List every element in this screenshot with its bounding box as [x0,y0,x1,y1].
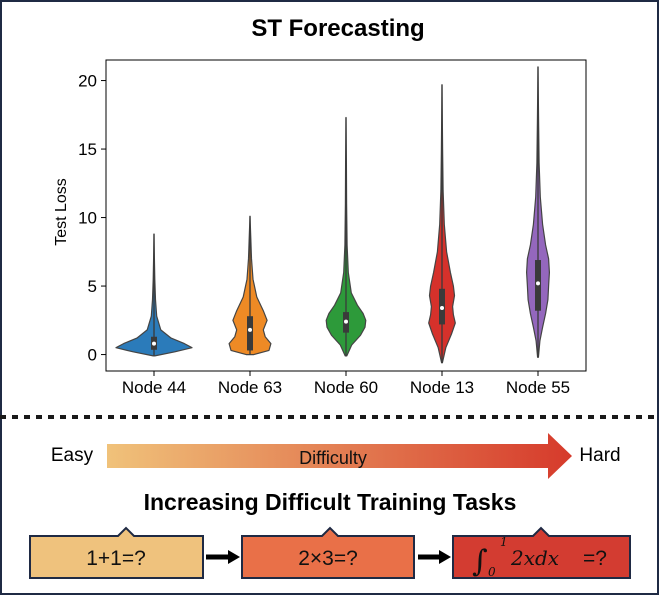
x-tick-label: Node 55 [506,378,570,397]
violin-median [248,327,252,332]
violins [115,66,550,364]
integral-upper-limit: 1 [500,535,508,549]
figure-title: ST Forecasting [251,15,424,42]
y-tick-label: 5 [88,277,97,296]
y-axis: 0 5 10 15 20 [78,72,106,365]
y-tick-label: 15 [78,140,97,159]
hard-label: Hard [579,445,620,466]
y-tick-label: 10 [78,209,97,228]
task-1-shape [29,526,204,579]
task-3-box: ∫ 0 1 2xdx =? [452,526,631,579]
x-tick-label: Node 60 [314,378,378,397]
y-tick-label: 0 [88,346,97,365]
task-arrow-2 [418,550,451,564]
y-axis-label: Test Loss [53,178,70,246]
task-1-label: 1+1=? [86,547,146,570]
task-arrow-1 [206,550,240,564]
integrand: 2xdx [510,546,559,570]
difficulty-label: Difficulty [299,448,367,468]
difficulty-arrow-shape [107,433,572,479]
x-tick-label: Node 63 [218,378,282,397]
task-2-shape [241,526,415,579]
x-tick-label: Node 44 [122,378,186,397]
x-tick-label: Node 13 [410,378,474,397]
task-3-shape [452,526,631,579]
violin-median [440,305,444,310]
violin-iqr-box [247,316,253,351]
x-axis: Node 44 Node 63 Node 60 Node 13 Node 55 [122,371,570,397]
task-3-label: =? [583,547,607,570]
difficulty-arrow: Difficulty [107,433,572,479]
easy-label: Easy [51,445,94,466]
violin-median [536,281,540,286]
task-2-label: 2×3=? [298,547,358,570]
y-tick-label: 20 [78,72,97,91]
integral-sign-icon: ∫ [472,544,488,579]
tasks-heading: Increasing Difficult Training Tasks [144,489,517,515]
task-1-box: 1+1=? [29,526,204,579]
violin-median [152,341,156,346]
task-2-box: 2×3=? [241,526,415,579]
integral-lower-limit: 0 [488,565,496,579]
violin-median [344,319,348,324]
violin-iqr-box [535,260,541,311]
